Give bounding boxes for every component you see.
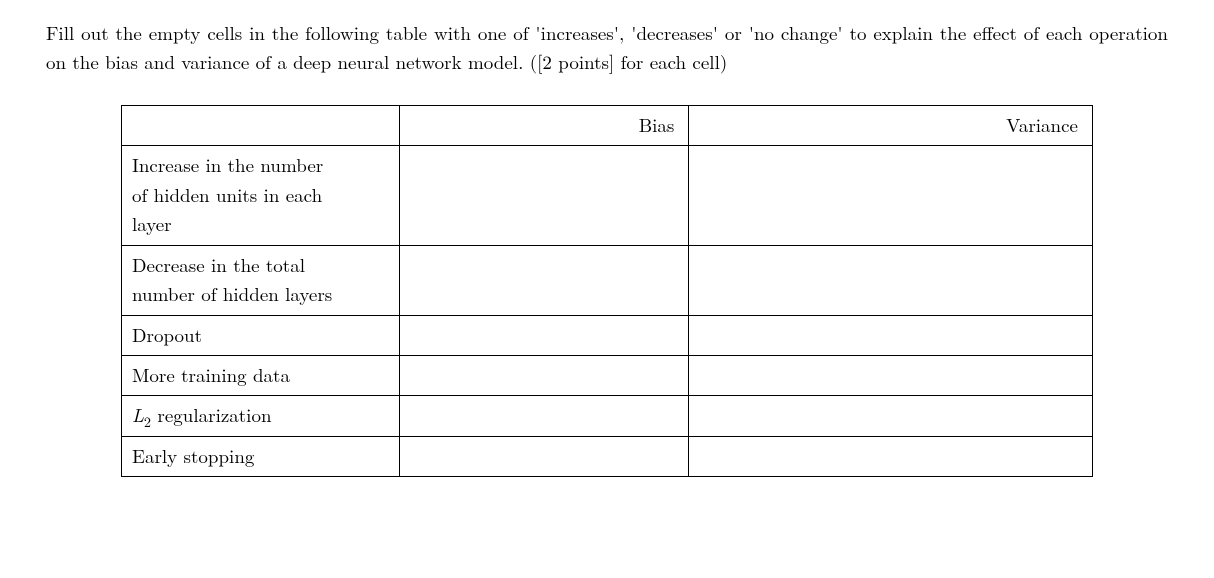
table-row: Dropout (122, 315, 1093, 355)
prompt-line-3: points] for each cell) (558, 48, 727, 75)
table-body: Increase in the numberof hidden units in… (122, 146, 1093, 477)
table-row: More training data (122, 355, 1093, 395)
bias-cell (399, 396, 689, 436)
bias-cell (399, 355, 689, 395)
header-variance: Variance (689, 105, 1093, 145)
table-container: Bias Variance Increase in the numberof h… (46, 105, 1168, 477)
question-prompt: Fill out the empty cells in the followin… (46, 18, 1168, 77)
bias-cell (399, 315, 689, 355)
table-header-row: Bias Variance (122, 105, 1093, 145)
variance-cell (689, 396, 1093, 436)
variance-cell (689, 436, 1093, 476)
table-row: Early stopping (122, 436, 1093, 476)
operation-cell: More training data (122, 355, 400, 395)
bias-cell (399, 436, 689, 476)
operation-cell: Dropout (122, 315, 400, 355)
prompt-line-1: Fill out the empty cells in the followin… (46, 19, 843, 46)
table-row: L2 regularization (122, 396, 1093, 436)
header-bias: Bias (399, 105, 689, 145)
operation-cell: Decrease in the totalnumber of hidden la… (122, 245, 400, 315)
operation-cell: Increase in the numberof hidden units in… (122, 146, 400, 245)
variance-cell (689, 315, 1093, 355)
table-row: Increase in the numberof hidden units in… (122, 146, 1093, 245)
bias-cell (399, 146, 689, 245)
variance-cell (689, 245, 1093, 315)
operation-cell: L2 regularization (122, 396, 400, 436)
variance-cell (689, 355, 1093, 395)
table-row: Decrease in the totalnumber of hidden la… (122, 245, 1093, 315)
operation-cell: Early stopping (122, 436, 400, 476)
variance-cell (689, 146, 1093, 245)
bias-variance-table: Bias Variance Increase in the numberof h… (121, 105, 1093, 477)
header-empty (122, 105, 400, 145)
bias-cell (399, 245, 689, 315)
